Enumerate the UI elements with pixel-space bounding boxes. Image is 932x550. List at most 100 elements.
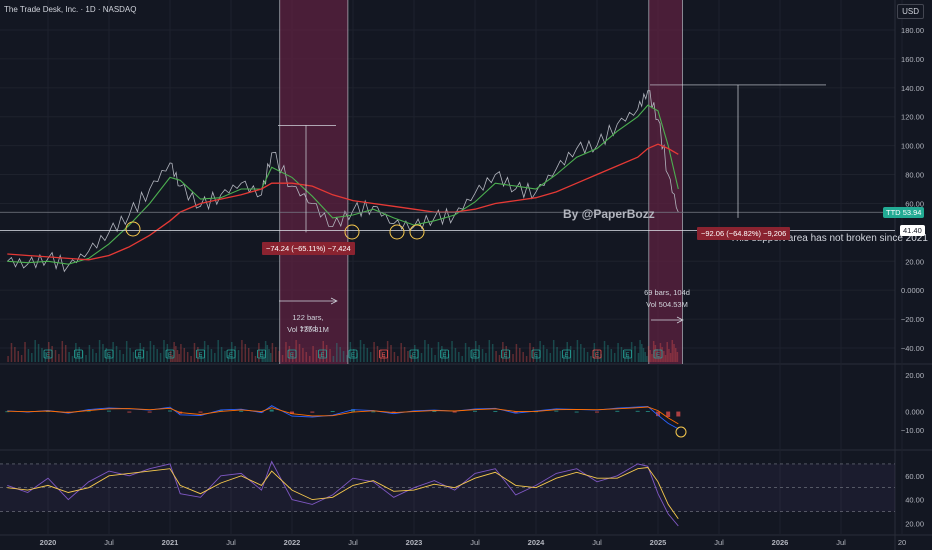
- macd-histogram-bar: [198, 411, 203, 413]
- volume-bar: [244, 344, 247, 362]
- volume-bar: [583, 348, 585, 362]
- volume-bar: [363, 344, 365, 362]
- time-tick-label: Jul: [592, 538, 602, 547]
- volume-bar: [258, 343, 260, 362]
- earnings-marker: [562, 349, 571, 359]
- earnings-marker-letter: E: [595, 353, 599, 359]
- earnings-marker: [226, 349, 236, 359]
- earnings-marker: [409, 349, 419, 359]
- volume-bar: [603, 341, 606, 362]
- macd-histogram-bar: [86, 410, 91, 412]
- volume-bar: [441, 346, 443, 362]
- rsi-tick-label: 60.00: [905, 472, 924, 481]
- time-tick-label: Jul: [348, 538, 358, 547]
- volume-bar: [175, 346, 177, 362]
- volume-bar: [522, 352, 524, 362]
- price-axis[interactable]: 180.00 160.00 140.00 120.00 100.00 80.00 60.00…: [901, 26, 924, 528]
- volume-bar: [54, 350, 57, 362]
- volume-bar: [573, 350, 575, 362]
- volume-bar: [586, 352, 589, 362]
- volume-bar: [122, 354, 125, 362]
- volume-bar: [346, 355, 348, 362]
- rsi-pane[interactable]: [0, 460, 895, 527]
- macd-histogram-bar: [473, 410, 477, 412]
- macd-histogram-bar: [676, 411, 681, 417]
- volume-bar: [269, 353, 272, 362]
- volume-bar: [373, 342, 375, 362]
- volume-bar: [186, 352, 189, 362]
- time-axis[interactable]: 2020 Jul 2021 Jul 2022 Jul 2023 Jul 2024 Jul 2025 J…: [40, 538, 907, 547]
- volume-bar: [292, 353, 294, 362]
- volume-bar: [349, 342, 352, 362]
- earnings-marker-letter: E: [351, 353, 355, 359]
- volume-bar: [312, 346, 314, 362]
- volume-bar: [468, 347, 470, 362]
- volume-bar: [656, 349, 658, 362]
- volume-bar: [620, 347, 623, 362]
- macd-pane[interactable]: [5, 405, 681, 430]
- time-tick-label: 2022: [284, 538, 301, 547]
- time-tick-label: Jul: [104, 538, 114, 547]
- volume-bar: [271, 343, 274, 362]
- volume-bar: [593, 343, 596, 362]
- ttd-price-tag: TTD 53.94: [883, 207, 925, 218]
- volume-bar: [498, 355, 501, 362]
- volume-bar: [266, 345, 269, 362]
- volume-bar: [17, 351, 19, 362]
- volume-bar: [434, 355, 436, 362]
- volume-bar: [576, 340, 579, 362]
- volume-bar: [332, 356, 335, 362]
- volume-bar: [563, 355, 565, 362]
- volume-bar: [451, 341, 453, 362]
- volume-bar: [217, 340, 219, 362]
- volume-bar: [485, 353, 487, 362]
- earnings-marker-letter: E: [534, 353, 538, 359]
- volume-bar: [68, 352, 70, 362]
- earnings-marker: [440, 349, 449, 359]
- volume-bar: [529, 343, 531, 362]
- volume-bar: [41, 348, 43, 362]
- volume-bar: [676, 352, 679, 362]
- volume-bar: [261, 350, 263, 362]
- volume-bar: [359, 340, 362, 362]
- volume-bar: [566, 342, 568, 362]
- volume-bar: [237, 350, 240, 362]
- price-tick-label: 80.00: [905, 171, 924, 180]
- volume-bar: [193, 343, 196, 362]
- volume-bar: [393, 352, 396, 362]
- macd-histogram-bar: [330, 411, 335, 413]
- earnings-marker: [104, 349, 114, 359]
- volume-bar: [458, 352, 460, 362]
- symbol-title: The Trade Desk, Inc. · 1D · NASDAQ: [4, 5, 137, 14]
- macd-histogram-bar: [452, 411, 457, 413]
- volume-bar: [281, 355, 284, 362]
- macd-histogram-bar: [147, 411, 152, 413]
- currency-button[interactable]: USD: [897, 4, 924, 19]
- volume-bar: [322, 341, 324, 362]
- volume-bar: [227, 355, 230, 362]
- volume-bar: [353, 349, 355, 362]
- earnings-marker: [592, 349, 602, 359]
- price-tick-label: 120.00: [901, 113, 924, 122]
- volume-bar: [207, 345, 209, 362]
- volume-bar: [298, 344, 301, 362]
- macd-histogram-bar: [239, 410, 244, 412]
- price-tick-label: 60.00: [905, 199, 924, 208]
- volume-bar: [669, 353, 672, 362]
- time-tick-label: 2026: [772, 538, 789, 547]
- earnings-marker-letter: E: [137, 353, 141, 359]
- macd-histogram-bar: [645, 411, 650, 413]
- volume-bar: [369, 352, 372, 362]
- volume-bar: [190, 356, 192, 362]
- rsi-tick-label: 40.00: [905, 496, 924, 505]
- volume-bar: [624, 351, 626, 362]
- earnings-marker-letter: E: [259, 353, 263, 359]
- volume-bar: [166, 344, 169, 362]
- earnings-marker: [379, 349, 388, 359]
- volume-bar: [515, 344, 518, 362]
- user-drawings: [125, 84, 826, 438]
- rsi-line: [7, 460, 679, 527]
- macd-histogram-bar: [595, 411, 599, 413]
- volume-bar: [424, 340, 426, 362]
- volume-bar: [407, 351, 409, 362]
